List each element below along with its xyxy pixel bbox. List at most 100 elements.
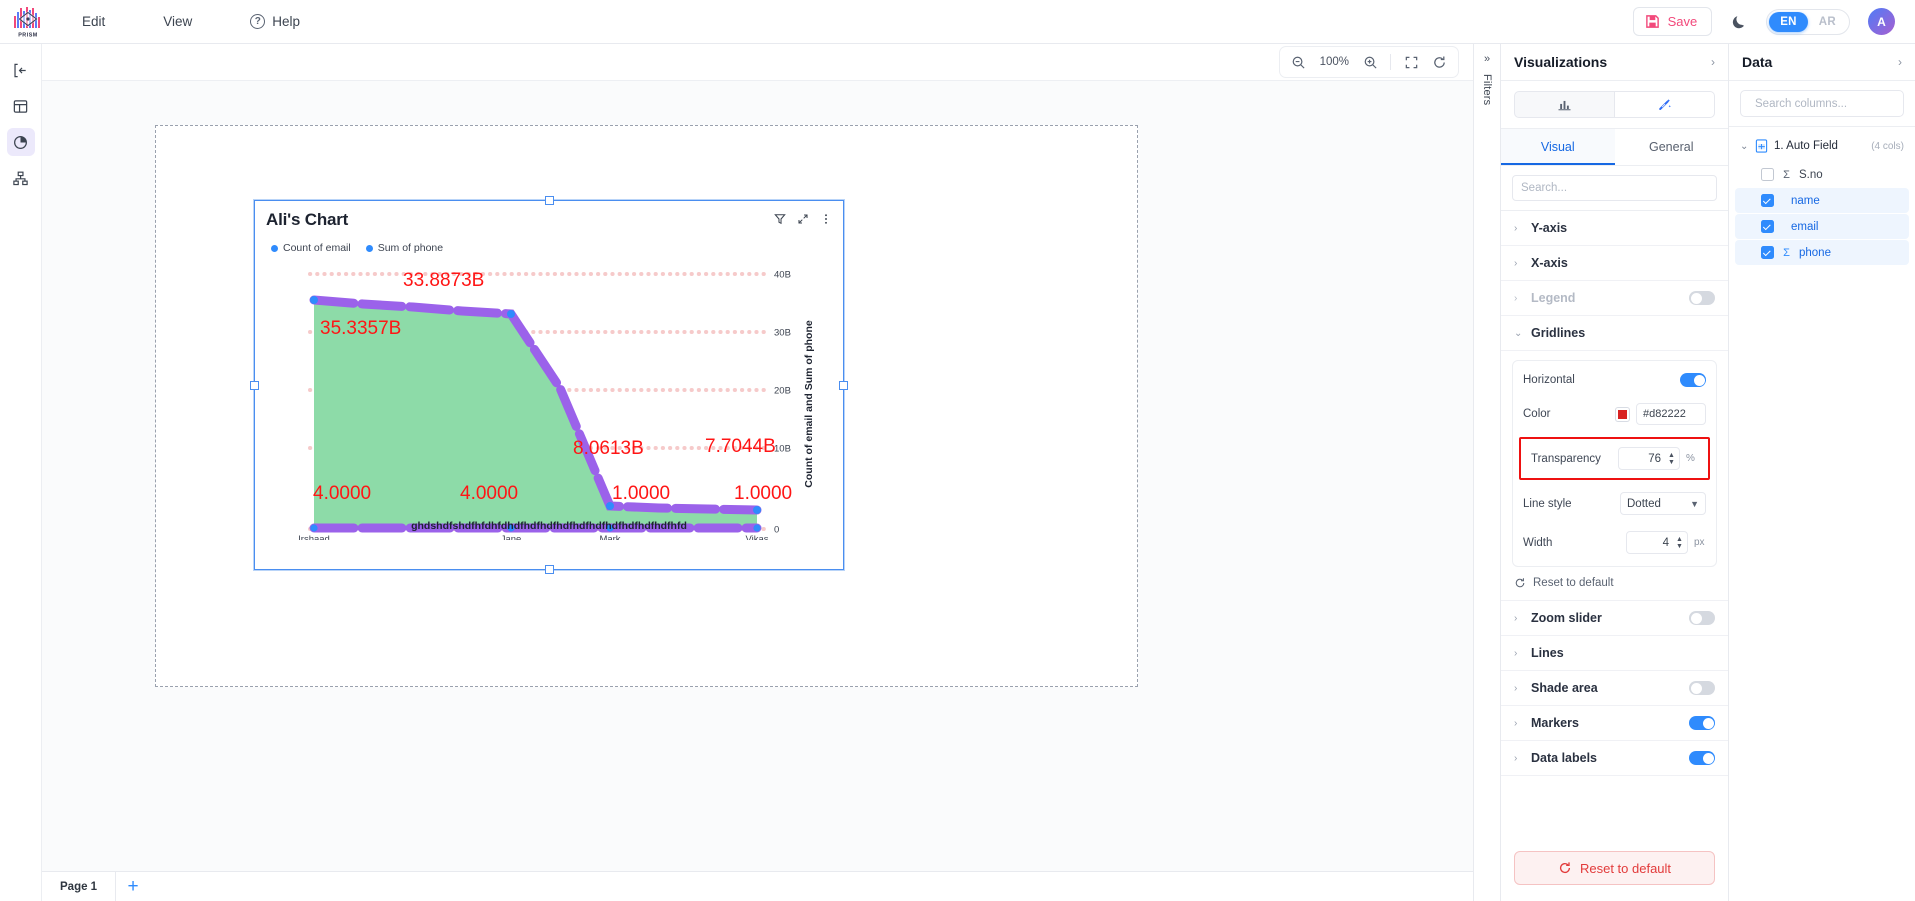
- data-marker[interactable]: [310, 524, 318, 532]
- markers-toggle[interactable]: [1689, 716, 1715, 730]
- collapse-visualizations-icon[interactable]: ›: [1711, 55, 1715, 69]
- menu-help[interactable]: ? Help: [240, 0, 310, 44]
- data-marker[interactable]: [507, 310, 515, 318]
- magic-wand-icon[interactable]: [1615, 91, 1715, 118]
- resize-handle-left[interactable]: [250, 381, 259, 390]
- app-logo[interactable]: PRISM: [0, 6, 56, 38]
- menu-help-label: Help: [272, 14, 301, 29]
- bar-chart-icon[interactable]: [1514, 91, 1615, 118]
- section-zoom-slider[interactable]: › Zoom slider: [1501, 601, 1728, 636]
- filters-expand-icon[interactable]: »: [1483, 53, 1491, 65]
- section-data-labels[interactable]: › Data labels: [1501, 741, 1728, 776]
- language-en[interactable]: EN: [1769, 11, 1808, 32]
- data-marker[interactable]: [507, 524, 515, 532]
- visual-settings-scroll[interactable]: › Y-axis › X-axis › Legend ⌄ Gridlines: [1501, 211, 1728, 839]
- avatar[interactable]: A: [1868, 8, 1895, 35]
- field-checkbox[interactable]: [1761, 220, 1774, 233]
- field-checkbox[interactable]: [1761, 168, 1774, 181]
- spin-down-icon[interactable]: ▼: [1668, 458, 1675, 466]
- table-file-icon: [1755, 139, 1768, 153]
- zoom-slider-toggle[interactable]: [1689, 611, 1715, 625]
- visual-search-input[interactable]: [1512, 175, 1717, 201]
- horizontal-gridlines-toggle[interactable]: [1680, 373, 1706, 387]
- resize-handle-bottom[interactable]: [545, 565, 554, 574]
- transparency-input[interactable]: [1619, 452, 1666, 465]
- tab-visual[interactable]: Visual: [1501, 129, 1615, 165]
- data-labels-toggle[interactable]: [1689, 751, 1715, 765]
- dashboard-layout-icon[interactable]: [7, 92, 35, 120]
- zoom-in-icon[interactable]: [1357, 50, 1383, 74]
- transparency-spin[interactable]: ▲ ▼: [1666, 452, 1679, 466]
- section-legend[interactable]: › Legend: [1501, 281, 1728, 316]
- data-marker[interactable]: [310, 296, 318, 304]
- reset-view-icon[interactable]: [1426, 50, 1452, 74]
- language-ar[interactable]: AR: [1818, 15, 1836, 28]
- width-stepper[interactable]: ▲ ▼: [1626, 531, 1688, 554]
- spin-up-icon[interactable]: ▲: [1676, 535, 1683, 543]
- width-input[interactable]: [1627, 536, 1674, 549]
- chart-card[interactable]: Ali's Chart: [250, 196, 848, 574]
- page-sheet[interactable]: Ali's Chart: [155, 125, 1138, 687]
- transparency-stepper[interactable]: ▲ ▼: [1618, 447, 1680, 470]
- data-search-row: [1729, 81, 1915, 127]
- section-x-axis[interactable]: › X-axis: [1501, 246, 1728, 281]
- add-page-button[interactable]: +: [116, 872, 150, 901]
- section-gridlines[interactable]: ⌄ Gridlines: [1501, 316, 1728, 351]
- menu-edit[interactable]: Edit: [72, 0, 115, 44]
- field-checkbox[interactable]: [1761, 246, 1774, 259]
- hierarchy-icon[interactable]: [7, 164, 35, 192]
- collapse-panel-icon[interactable]: [7, 56, 35, 84]
- resize-handle-top[interactable]: [545, 196, 554, 205]
- width-spin[interactable]: ▲ ▼: [1674, 536, 1687, 550]
- dark-mode-icon[interactable]: [1730, 13, 1748, 31]
- section-shade-area[interactable]: › Shade area: [1501, 671, 1728, 706]
- search-columns-box[interactable]: [1740, 90, 1909, 117]
- section-lines[interactable]: › Lines: [1501, 636, 1728, 671]
- tab-general[interactable]: General: [1649, 140, 1694, 154]
- data-marker[interactable]: [753, 524, 761, 532]
- page-tab-page-1[interactable]: Page 1: [42, 872, 117, 901]
- section-markers[interactable]: › Markers: [1501, 706, 1728, 741]
- section-y-axis[interactable]: › Y-axis: [1501, 211, 1728, 246]
- resize-handle-right[interactable]: [839, 381, 848, 390]
- spin-down-icon[interactable]: ▼: [1676, 542, 1683, 550]
- field-checkbox[interactable]: [1761, 194, 1774, 207]
- language-toggle[interactable]: EN AR: [1766, 8, 1850, 35]
- chevron-right-icon: ›: [1514, 682, 1518, 694]
- legend-item-count-of-email[interactable]: Count of email: [271, 242, 351, 254]
- filters-strip[interactable]: » Filters: [1473, 44, 1500, 901]
- gridline-color-swatch[interactable]: [1615, 406, 1630, 422]
- canvas-area[interactable]: Ali's Chart: [42, 81, 1473, 871]
- reset-to-default-button[interactable]: Reset to default: [1514, 851, 1715, 885]
- pie-chart-icon[interactable]: [6, 128, 35, 156]
- gridline-color-hex-input[interactable]: [1636, 403, 1706, 425]
- legend-item-sum-of-phone[interactable]: Sum of phone: [365, 242, 443, 254]
- more-options-icon[interactable]: [820, 213, 832, 225]
- data-marker[interactable]: [606, 502, 614, 510]
- search-columns-input[interactable]: [1755, 97, 1909, 110]
- spin-up-icon[interactable]: ▲: [1668, 451, 1675, 459]
- zoom-out-icon[interactable]: [1286, 50, 1312, 74]
- expand-icon[interactable]: [797, 213, 809, 225]
- save-button[interactable]: Save: [1632, 7, 1713, 36]
- series-sum-of-phone[interactable]: [309, 295, 762, 515]
- filters-label[interactable]: Filters: [1481, 74, 1493, 106]
- field-row-sno[interactable]: Σ S.no: [1735, 162, 1909, 187]
- field-row-name[interactable]: name: [1735, 188, 1909, 213]
- field-group-header[interactable]: ⌄ 1. Auto Field (4 cols): [1729, 136, 1915, 161]
- zoom-level[interactable]: 100%: [1319, 56, 1349, 68]
- data-marker[interactable]: [753, 506, 761, 514]
- data-marker[interactable]: [606, 524, 614, 532]
- field-row-phone[interactable]: Σ phone: [1735, 240, 1909, 265]
- menu-view[interactable]: View: [153, 0, 202, 44]
- legend-toggle[interactable]: [1689, 291, 1715, 305]
- filter-icon[interactable]: [774, 213, 786, 225]
- shade-area-toggle[interactable]: [1689, 681, 1715, 695]
- chart-plot-area[interactable]: 35.3357B 33.8873B 8.0613B 7.7044B 4.0000…: [255, 254, 843, 541]
- collapse-data-panel-icon[interactable]: ›: [1898, 55, 1902, 69]
- series-count-of-email[interactable]: [309, 523, 762, 533]
- field-row-email[interactable]: email: [1735, 214, 1909, 239]
- gridlines-reset-to-default[interactable]: Reset to default: [1501, 567, 1728, 601]
- line-style-select[interactable]: Dotted ▼: [1620, 492, 1706, 515]
- fit-screen-icon[interactable]: [1398, 50, 1424, 74]
